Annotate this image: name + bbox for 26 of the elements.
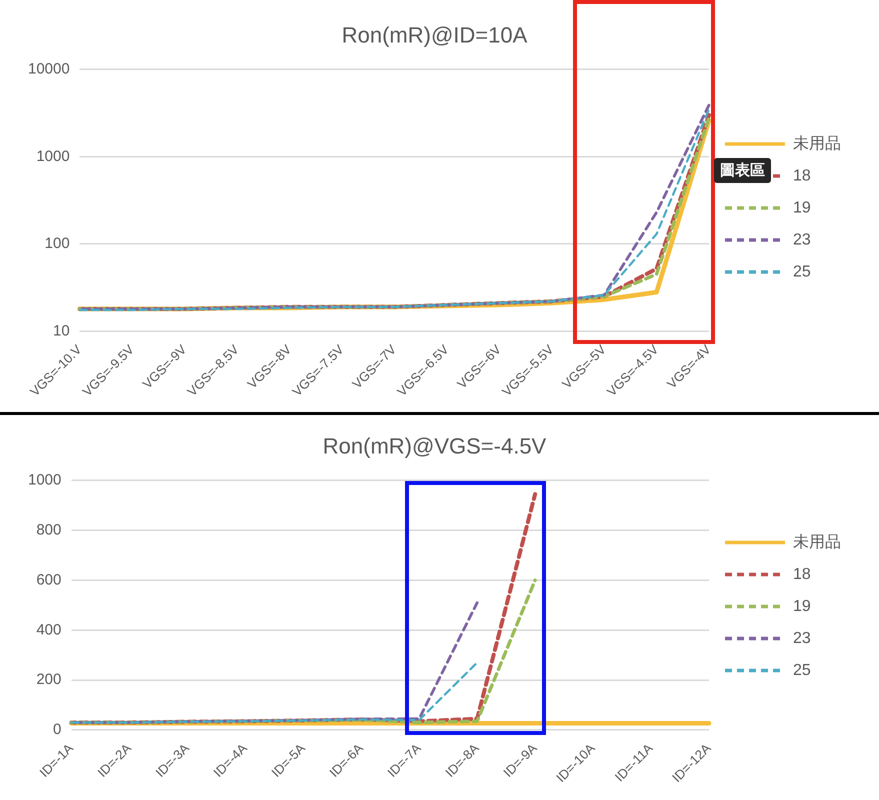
- legend-label: 19: [793, 598, 811, 615]
- y-tick-label: 1000: [36, 148, 70, 165]
- legend-label: 未用品: [793, 134, 841, 152]
- legend-label: 25: [793, 263, 811, 280]
- y-tick-label: 10: [53, 322, 70, 340]
- line-series: [70, 662, 478, 724]
- y-tick-label: 200: [36, 671, 62, 688]
- y-tick-label: 10000: [28, 60, 70, 78]
- legend-label: 25: [793, 662, 811, 679]
- y-tick-label: 0: [53, 721, 62, 738]
- chart-title: Ron(mR)@ID=10A: [342, 22, 528, 48]
- y-tick-label: 100: [44, 235, 70, 252]
- legend-label: 未用品: [793, 532, 841, 551]
- legend-label: 23: [793, 630, 811, 647]
- legend-label: 18: [793, 167, 811, 184]
- text: 圖表區: [714, 158, 771, 183]
- y-tick-label: 1000: [28, 472, 62, 489]
- y-tick-label: 800: [36, 521, 62, 538]
- line-series: [70, 578, 537, 724]
- line-series: [69, 492, 538, 725]
- y-tick-label: 400: [36, 621, 62, 638]
- y-tick-label: 600: [36, 571, 62, 588]
- legend-label: 19: [793, 199, 811, 216]
- legend-label: 23: [793, 231, 811, 248]
- legend-label: 18: [793, 566, 811, 583]
- chart-title: Ron(mR)@VGS=-4.5V: [322, 433, 547, 458]
